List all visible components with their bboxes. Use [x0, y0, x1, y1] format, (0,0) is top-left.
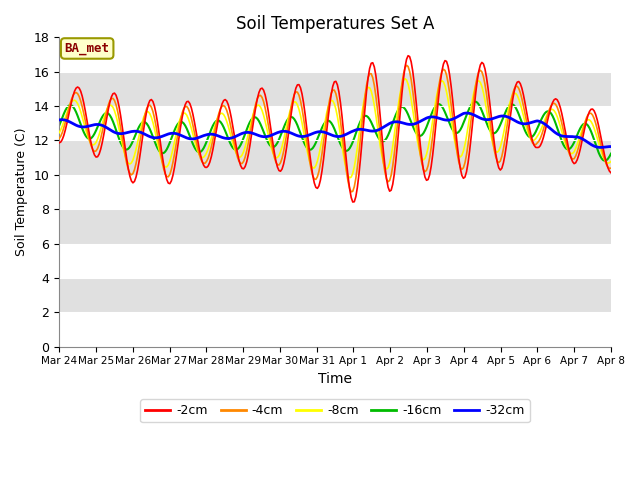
Bar: [59, 141, 611, 175]
-32cm: [578, 136, 586, 142]
Bar: [59, 209, 611, 243]
Bar: [59, 37, 611, 72]
-2cm: [248, 133, 255, 139]
-32cm: [55, 117, 63, 123]
-32cm: [220, 135, 227, 141]
-32cm: [607, 144, 615, 149]
-8cm: [220, 112, 227, 118]
Bar: [59, 312, 611, 347]
-32cm: [248, 130, 255, 136]
Text: BA_met: BA_met: [65, 42, 109, 55]
Line: -4cm: -4cm: [59, 65, 611, 192]
-4cm: [238, 161, 246, 167]
Y-axis label: Soil Temperature (C): Soil Temperature (C): [15, 128, 28, 256]
-4cm: [607, 165, 615, 171]
X-axis label: Time: Time: [318, 372, 352, 386]
-8cm: [238, 152, 246, 158]
-2cm: [404, 53, 412, 59]
-4cm: [403, 62, 410, 68]
Bar: [59, 278, 611, 312]
-16cm: [238, 139, 246, 144]
-16cm: [601, 158, 609, 164]
-8cm: [123, 157, 131, 163]
-16cm: [55, 123, 63, 129]
Title: Soil Temperatures Set A: Soil Temperatures Set A: [236, 15, 435, 33]
-4cm: [579, 125, 587, 131]
Line: -16cm: -16cm: [59, 102, 611, 161]
Line: -32cm: -32cm: [59, 113, 611, 147]
-2cm: [220, 97, 227, 103]
-32cm: [238, 131, 246, 136]
-2cm: [55, 140, 63, 145]
-2cm: [297, 85, 305, 91]
-32cm: [297, 133, 305, 139]
-4cm: [297, 98, 305, 104]
-4cm: [248, 123, 255, 129]
-2cm: [349, 199, 356, 205]
Line: -8cm: -8cm: [59, 79, 611, 178]
-32cm: [463, 110, 470, 116]
-16cm: [248, 117, 255, 122]
-16cm: [123, 147, 131, 153]
-4cm: [123, 161, 131, 167]
-16cm: [578, 123, 586, 129]
Bar: [59, 243, 611, 278]
-2cm: [607, 170, 615, 176]
-4cm: [348, 189, 355, 195]
Bar: [59, 72, 611, 106]
-16cm: [297, 131, 305, 136]
-8cm: [401, 76, 409, 82]
-2cm: [238, 166, 246, 171]
-8cm: [346, 175, 353, 180]
Bar: [59, 175, 611, 209]
-16cm: [220, 124, 227, 130]
-8cm: [297, 112, 305, 118]
-8cm: [248, 118, 255, 124]
-2cm: [123, 156, 131, 162]
-2cm: [579, 132, 587, 138]
-16cm: [472, 99, 479, 105]
-8cm: [607, 158, 615, 164]
-16cm: [607, 151, 615, 156]
-4cm: [55, 136, 63, 142]
Legend: -2cm, -4cm, -8cm, -16cm, -32cm: -2cm, -4cm, -8cm, -16cm, -32cm: [140, 399, 530, 422]
-32cm: [123, 130, 131, 135]
-8cm: [579, 123, 587, 129]
Line: -2cm: -2cm: [59, 56, 611, 202]
-32cm: [596, 144, 604, 150]
Bar: [59, 106, 611, 141]
-8cm: [55, 130, 63, 135]
-4cm: [220, 103, 227, 108]
